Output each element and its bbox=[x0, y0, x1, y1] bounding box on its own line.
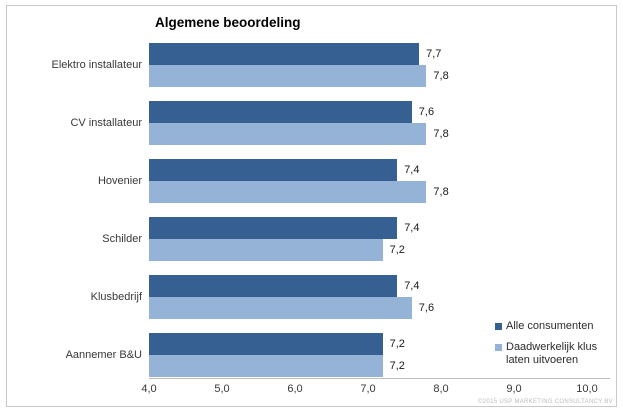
bar-series-1 bbox=[149, 355, 383, 377]
x-axis-line bbox=[149, 378, 610, 379]
x-axis-tick-label: 7,0 bbox=[360, 383, 376, 395]
legend-label: Alle consumenten bbox=[506, 320, 594, 332]
x-axis-tick-label: 5,0 bbox=[214, 383, 230, 395]
bar-line-series-0: 7,4 bbox=[149, 159, 587, 181]
bar-series-0 bbox=[149, 101, 412, 123]
value-label: 7,2 bbox=[389, 244, 405, 256]
legend-swatch-icon bbox=[495, 344, 502, 351]
bar-line-series-0: 7,4 bbox=[149, 217, 587, 239]
bar-series-0 bbox=[149, 159, 398, 181]
legend-item-series-1: Daadwerkelijk klus laten uitvoeren bbox=[495, 341, 619, 367]
category-label: Schilder bbox=[102, 233, 142, 245]
bar-series-1 bbox=[149, 181, 427, 203]
category-bars: 7,7 7,8 bbox=[149, 43, 587, 87]
value-label: 7,6 bbox=[418, 302, 435, 314]
category-label: Aannemer B&U bbox=[65, 349, 142, 361]
category-row: Klusbedrijf 7,4 7,6 bbox=[7, 275, 616, 319]
x-axis-tick-label: 4,0 bbox=[141, 383, 157, 395]
bar-line-series-1: 7,8 bbox=[149, 123, 587, 145]
bar-line-series-1: 7,2 bbox=[149, 355, 587, 377]
category-row: Hovenier 7,4 7,8 bbox=[7, 159, 616, 203]
bar-series-1 bbox=[149, 65, 427, 87]
bar-line-series-1: 7,2 bbox=[149, 239, 587, 261]
bar-line-series-1: 7,8 bbox=[149, 65, 587, 87]
value-label: 7,2 bbox=[389, 338, 405, 350]
bar-series-1 bbox=[149, 297, 412, 319]
value-label: 7,8 bbox=[433, 186, 449, 198]
value-label: 7,8 bbox=[433, 128, 449, 140]
value-label: 7,4 bbox=[404, 280, 420, 292]
bar-line-series-1: 7,6 bbox=[149, 297, 587, 319]
category-bars: 7,4 7,6 bbox=[149, 275, 587, 319]
legend-swatch-icon bbox=[495, 323, 502, 330]
x-axis-ticks: 4,0 5,0 6,0 7,0 8,0 9,0 10,0 bbox=[141, 383, 597, 397]
bar-series-0 bbox=[149, 217, 398, 239]
bar-line-series-0: 7,6 bbox=[149, 101, 587, 123]
category-bars: 7,2 7,2 bbox=[149, 333, 587, 377]
bar-series-0 bbox=[149, 333, 383, 355]
category-label: Klusbedrijf bbox=[90, 291, 142, 303]
value-label: 7,4 bbox=[404, 222, 420, 234]
category-row: Schilder 7,4 7,2 bbox=[7, 217, 616, 261]
value-label: 7,2 bbox=[389, 360, 405, 372]
bar-line-series-0: 7,7 bbox=[149, 43, 587, 65]
value-label: 7,4 bbox=[404, 164, 420, 176]
category-bars: 7,4 7,2 bbox=[149, 217, 587, 261]
bar-line-series-0: 7,4 bbox=[149, 275, 587, 297]
x-axis-tick-label: 8,0 bbox=[433, 383, 449, 395]
chart-title: Algemene beoordeling bbox=[155, 15, 301, 30]
bar-series-0 bbox=[149, 43, 420, 65]
value-label: 7,6 bbox=[418, 106, 435, 118]
chart-frame: Algemene beoordeling Elektro installateu… bbox=[6, 5, 617, 407]
legend-label: Daadwerkelijk klus laten uitvoeren bbox=[506, 341, 598, 366]
category-label: CV installateur bbox=[70, 117, 142, 129]
category-label: Elektro installateur bbox=[51, 59, 143, 71]
value-label: 7,7 bbox=[426, 48, 442, 60]
bar-line-series-1: 7,8 bbox=[149, 181, 587, 203]
bar-series-1 bbox=[149, 123, 427, 145]
category-row: CV installateur 7,6 7,8 bbox=[7, 101, 616, 145]
x-axis-tick-label: 10,0 bbox=[576, 383, 598, 395]
category-bars: 7,6 7,8 bbox=[149, 101, 587, 145]
category-bars: 7,4 7,8 bbox=[149, 159, 587, 203]
x-axis-tick-label: 9,0 bbox=[506, 383, 522, 395]
category-label: Hovenier bbox=[97, 175, 142, 187]
bar-line-series-0: 7,2 bbox=[149, 333, 587, 355]
bar-series-1 bbox=[149, 239, 383, 261]
legend-item-series-0: Alle consumenten bbox=[495, 320, 619, 333]
category-row: Elektro installateur 7,7 7,8 bbox=[7, 43, 616, 87]
value-label: 7,8 bbox=[433, 70, 449, 82]
legend: Alle consumenten Daadwerkelijk klus laten… bbox=[495, 320, 619, 375]
bar-series-0 bbox=[149, 275, 398, 297]
bar-rows: Elektro installateur 7,7 7,8 CV installateu… bbox=[7, 43, 616, 391]
x-axis-tick-label: 6,0 bbox=[287, 383, 303, 395]
copyright-text: ©2015 USP MARKETING CONSULTANCY BV bbox=[478, 399, 613, 405]
category-row: Aannemer B&U 7,2 7,2 bbox=[7, 333, 616, 377]
